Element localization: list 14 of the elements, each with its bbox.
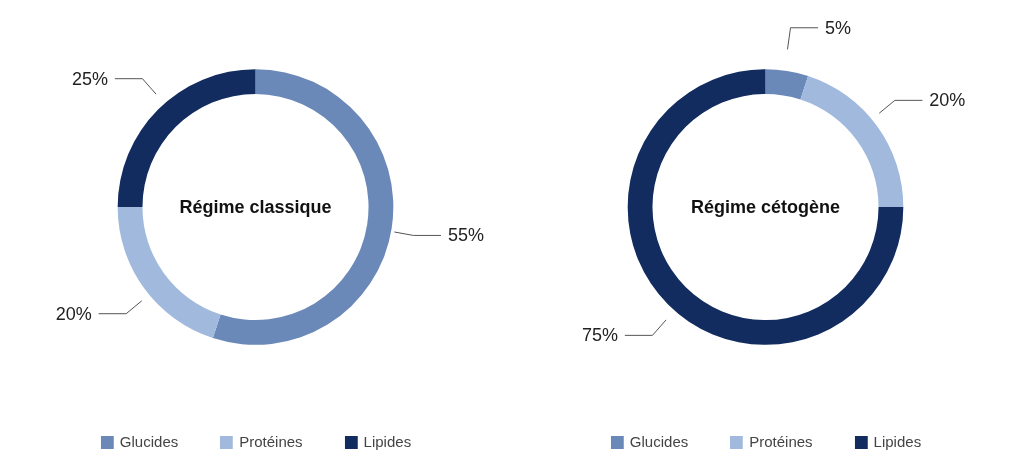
- data-label: 75%: [581, 325, 618, 346]
- legend-label: Protéines: [749, 433, 813, 450]
- legend-label: Protéines: [239, 433, 303, 450]
- data-label: 20%: [55, 303, 92, 324]
- data-label: 5%: [824, 17, 851, 38]
- data-label: 20%: [929, 90, 966, 111]
- legend-label: Glucides: [629, 433, 689, 450]
- text: Régime classique: [179, 197, 332, 218]
- data-label: 55%: [447, 225, 484, 246]
- data-label: 25%: [71, 68, 108, 89]
- legend-label: Glucides: [119, 433, 179, 450]
- legend-label: Lipides: [873, 433, 922, 450]
- legend-label: Lipides: [363, 433, 412, 450]
- text: Régime cétogène: [690, 197, 841, 218]
